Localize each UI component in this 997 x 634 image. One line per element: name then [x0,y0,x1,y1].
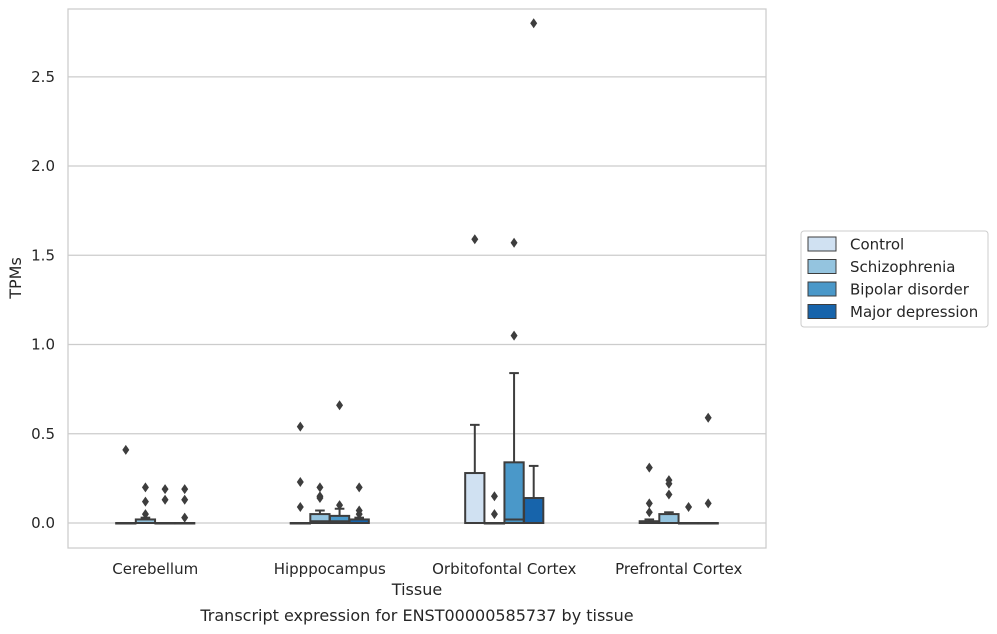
plot-frame [67,8,767,549]
outlier-point [141,509,149,520]
box-cerebellum-schizophrenia [134,482,157,525]
y-tick-label: 2.5 [31,68,55,86]
outlier-point [316,482,324,493]
legend-swatch-schizophrenia [807,259,837,274]
legend-frame [800,230,989,328]
outlier-point [665,478,673,489]
x-tick-label: Hipppocampus [274,560,386,578]
y-tick-label: 0.5 [31,425,55,443]
y-tick-label: 0.0 [31,514,55,532]
outlier-point [122,444,130,455]
series-control [115,234,660,525]
legend: Control Schizophrenia Bipolar disorder Majo… [800,230,989,328]
box-cerebellum-major-depression [174,484,196,525]
outlier-point [510,330,518,341]
outlier-point [685,501,693,512]
box-body [503,461,525,525]
series-bipolar-disorder [154,237,700,525]
box-hipppocampus-control [289,421,311,525]
outlier-point [316,493,324,504]
outlier-point [704,498,712,509]
series-schizophrenia [134,475,680,525]
x-axis-label: Tissue [391,580,442,599]
outlier-point [490,509,498,520]
box-orbitofontal-cortex-schizophrenia [483,491,506,525]
x-tick-label: Orbitofontal Cortex [432,560,576,578]
outlier-point [645,462,653,473]
box-body [464,472,486,525]
series-major-depression [174,18,719,525]
box-prefrontal-cortex-bipolar-disorder [677,501,700,525]
outlier-point [181,484,189,495]
outlier-point [141,496,149,507]
outlier-point [665,489,673,500]
box-prefrontal-cortex-major-depression [697,412,719,525]
outlier-point [161,494,169,505]
box-body [523,497,545,525]
box-series [115,18,719,525]
outlier-point [704,412,712,423]
legend-label-major-depression: Major depression [850,303,978,321]
y-tick-label: 1.5 [31,246,55,264]
outlier-point [530,18,538,29]
box-orbitofontal-cortex-control [464,234,486,525]
outlier-point [181,512,189,523]
legend-label-bipolar-disorder: Bipolar disorder [850,281,970,299]
outlier-point [336,500,344,511]
outlier-point [645,498,653,509]
x-tick-labels: Cerebellum Hipppocampus Orbitofontal Corte… [112,560,742,578]
outlier-point [510,237,518,248]
y-tick-labels: 0.0 0.5 1.0 1.5 2.0 2.5 [31,68,55,532]
box-prefrontal-cortex-schizophrenia [658,475,680,525]
outlier-point [336,400,344,411]
legend-swatch-major-depression [807,304,837,319]
legend-swatch-bipolar-disorder [807,281,837,297]
outlier-point [181,494,189,505]
y-tick-label: 1.0 [31,336,55,354]
box-cerebellum-control [115,444,137,525]
box-body [658,513,680,525]
box-hipppocampus-major-depression [348,482,370,525]
figure-caption: Transcript expression for ENST0000058573… [200,606,634,625]
y-axis-label: TPMs [6,257,25,300]
legend-swatch-control [807,236,837,252]
outlier-point [355,482,363,493]
box-prefrontal-cortex-control [638,462,660,525]
gridlines [68,76,766,524]
x-tick-label: Cerebellum [112,560,198,578]
outlier-point [296,501,304,512]
outlier-point [296,421,304,432]
outlier-point [296,476,304,487]
outlier-point [141,482,149,493]
box-orbitofontal-cortex-bipolar-disorder [503,237,525,525]
box-orbitofontal-cortex-major-depression [523,18,545,525]
legend-label-schizophrenia: Schizophrenia [850,258,955,276]
box-hipppocampus-bipolar-disorder [328,400,351,525]
outlier-point [355,509,363,520]
outlier-point [471,234,479,245]
outlier-point [645,507,653,518]
x-tick-label: Prefrontal Cortex [615,560,742,578]
box-hipppocampus-schizophrenia [309,482,331,525]
box-cerebellum-bipolar-disorder [154,484,176,525]
outlier-point [490,491,498,502]
outlier-point [161,484,169,495]
y-tick-label: 2.0 [31,157,55,175]
legend-label-control: Control [850,236,904,254]
